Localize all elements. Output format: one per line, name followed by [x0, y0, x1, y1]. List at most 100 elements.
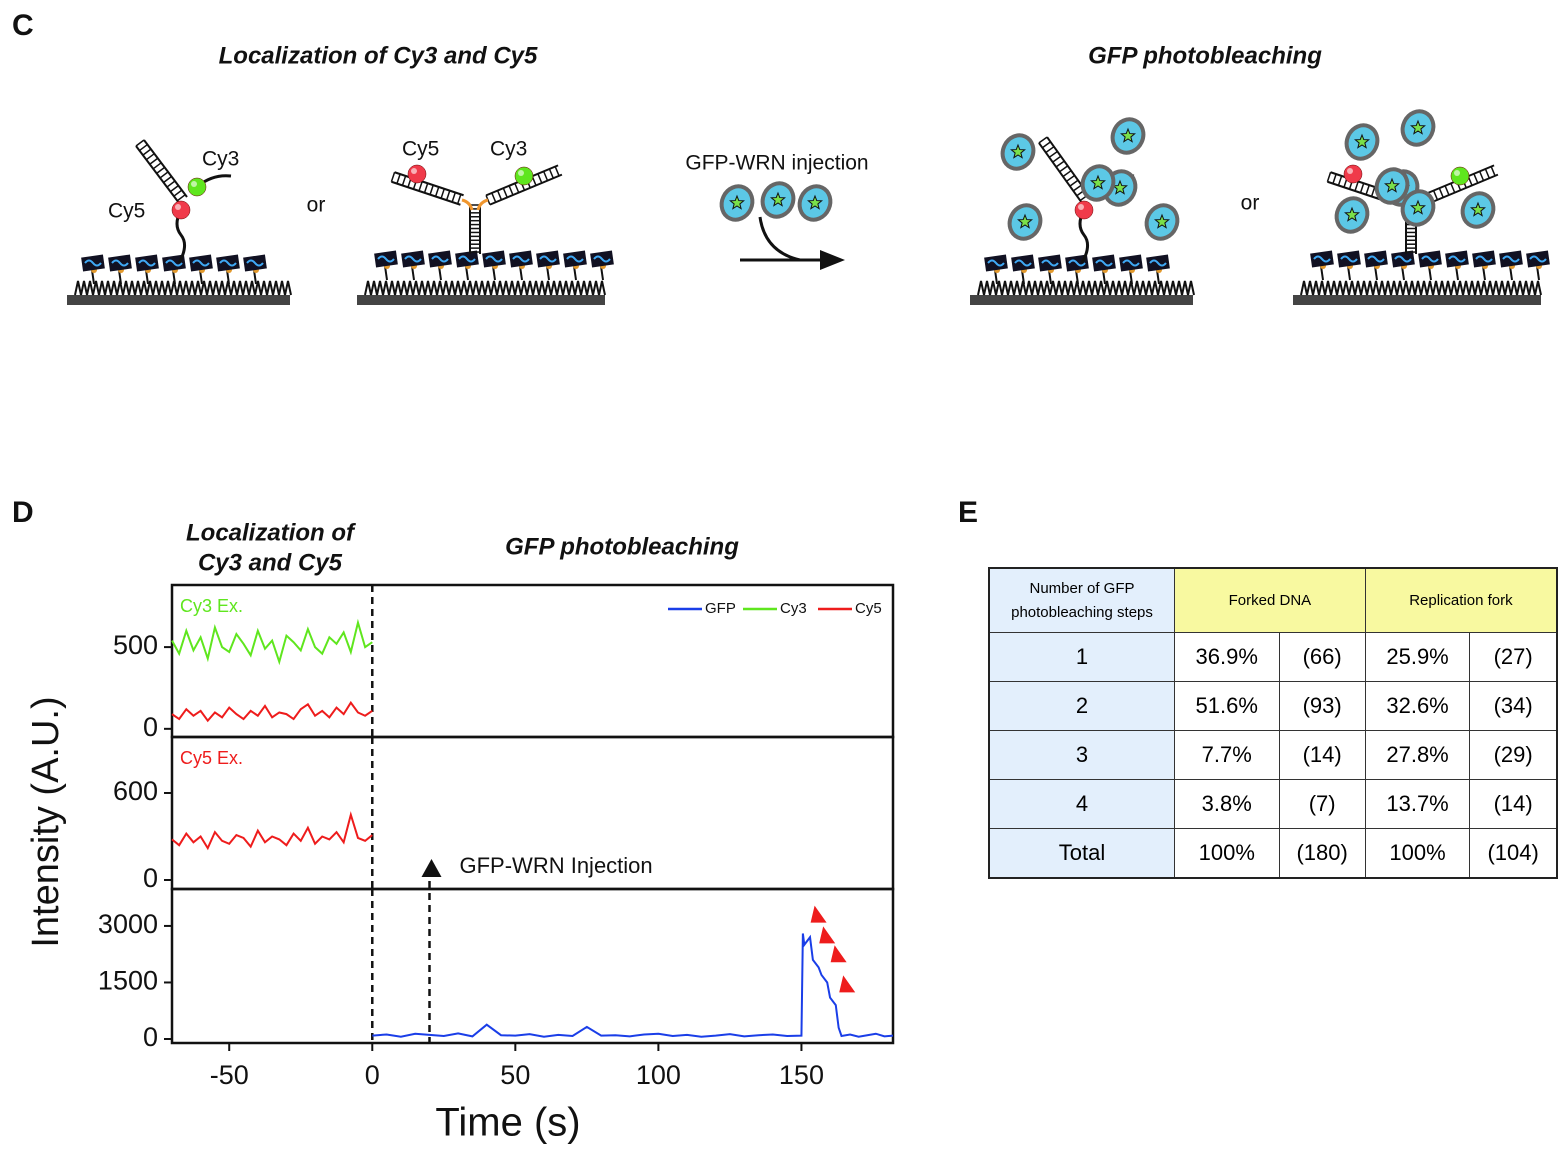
gfp-star	[770, 191, 786, 207]
neutravidin-detail	[111, 259, 129, 267]
gfp-star	[807, 194, 823, 210]
dna-rung	[423, 183, 429, 194]
cy5-dye-shine	[411, 168, 417, 174]
table-cell: (14)	[1469, 779, 1558, 829]
bleach-step	[810, 905, 827, 923]
table-cell: (180)	[1278, 828, 1366, 879]
dna-strand	[1038, 142, 1083, 204]
dye-label: Cy5	[108, 200, 145, 223]
dna-rung	[1490, 166, 1496, 177]
dna-strand	[1425, 173, 1499, 206]
section-title: GFP photobleaching	[505, 533, 739, 560]
table-cell: 36.9%	[1174, 632, 1280, 682]
neutravidin-detail	[165, 259, 183, 267]
y-tick-label: 0	[143, 863, 158, 893]
section-title: Localization of Cy3 and Cy5	[219, 42, 538, 69]
header-cell: Forked DNA	[1174, 567, 1366, 633]
gfp-star	[1010, 143, 1026, 159]
dna-rung	[445, 190, 451, 201]
neutravidin-detail	[246, 259, 264, 267]
neutravidin-detail	[1421, 255, 1439, 263]
neutravidin-detail	[431, 255, 449, 263]
gfp-star	[1090, 174, 1106, 190]
trace	[171, 700, 373, 723]
dna-rung	[451, 192, 457, 203]
panel-label: C	[12, 9, 34, 42]
y-tick-label: 3000	[98, 909, 158, 939]
gfp-star	[1017, 213, 1033, 229]
neutravidin-detail	[512, 255, 530, 263]
gfp-star	[1354, 133, 1370, 149]
gfp-star	[1410, 199, 1426, 215]
neutravidin-detail	[539, 255, 557, 263]
dna-strand	[391, 180, 461, 206]
table-cell: Total	[988, 828, 1175, 879]
neutravidin-detail	[593, 255, 611, 263]
dna-rung	[156, 166, 166, 174]
table-row: 3 7.7% (14) 27.8% (29)	[988, 730, 1558, 780]
dna-rung	[514, 183, 520, 193]
neutravidin-detail	[219, 259, 237, 267]
y-tick-label: 0	[143, 1022, 158, 1052]
dna-rung	[1359, 183, 1365, 194]
table-cell: (7)	[1278, 779, 1366, 829]
step-table: Number of GFP photobleaching steps Forke…	[988, 567, 1558, 879]
table-cell: 100%	[1174, 828, 1280, 879]
surface	[357, 295, 605, 305]
dna-rung	[1438, 187, 1444, 198]
cy3-dye	[514, 166, 534, 186]
table-cell: (14)	[1278, 730, 1366, 780]
gfp-star	[1344, 206, 1360, 222]
dna-rung	[169, 184, 179, 193]
table-cell: (66)	[1278, 632, 1366, 682]
x-tick-label: 0	[365, 1060, 380, 1090]
dna-rung	[1041, 141, 1051, 149]
panel-label: D	[12, 496, 34, 529]
table-row: Total 100% (180) 100% (104)	[988, 828, 1558, 879]
gfp-star	[1112, 179, 1128, 195]
injection-marker	[421, 859, 442, 877]
cy3-dye	[1450, 166, 1470, 186]
table-cell: (27)	[1469, 632, 1558, 682]
table-cell: 25.9%	[1364, 632, 1471, 682]
table-row: 2 51.6% (93) 32.6% (34)	[988, 681, 1558, 731]
table-cell: 13.7%	[1364, 779, 1471, 829]
header-cell: Replication fork	[1364, 567, 1558, 633]
dye-label: Cy3	[490, 138, 527, 161]
dna-rung	[434, 186, 440, 197]
trace	[372, 933, 894, 1038]
injection-label: GFP-WRN injection	[685, 152, 868, 175]
surface	[970, 295, 1193, 305]
table-cell: 51.6%	[1174, 681, 1280, 731]
dna-rung	[1052, 155, 1062, 163]
gfp-star	[1384, 177, 1400, 193]
dna-rung	[152, 162, 162, 170]
header-cell: Number of GFP photobleaching steps	[988, 567, 1175, 633]
dna-rung	[1370, 186, 1376, 197]
dna-rung	[390, 172, 396, 182]
dna-rung	[145, 153, 155, 161]
table-cell: 32.6%	[1364, 681, 1471, 731]
dna-rung	[440, 188, 445, 199]
table-row: 1 36.9% (66) 25.9% (27)	[988, 632, 1558, 682]
dna-rung	[1072, 184, 1082, 192]
plot-frame	[170, 887, 895, 1045]
cy3-dye	[187, 177, 207, 197]
dna-rung	[401, 175, 407, 186]
table-header: Number of GFP photobleaching steps Forke…	[988, 567, 1558, 633]
dna-rung	[1055, 160, 1065, 168]
dna-rung	[554, 166, 560, 177]
dna-rung	[159, 171, 169, 179]
neutravidin-detail	[1448, 255, 1466, 263]
gfp-star	[1410, 119, 1426, 135]
dye-label: Cy5	[402, 138, 439, 161]
dna-rung	[508, 185, 514, 196]
peg-brush	[364, 280, 606, 296]
dna-rung	[173, 189, 183, 197]
dna-rung	[1478, 171, 1485, 181]
neutravidin-detail	[1014, 259, 1032, 267]
dna-rung	[1450, 183, 1456, 193]
bleach-step	[819, 926, 836, 944]
dna-rung	[1354, 181, 1359, 192]
